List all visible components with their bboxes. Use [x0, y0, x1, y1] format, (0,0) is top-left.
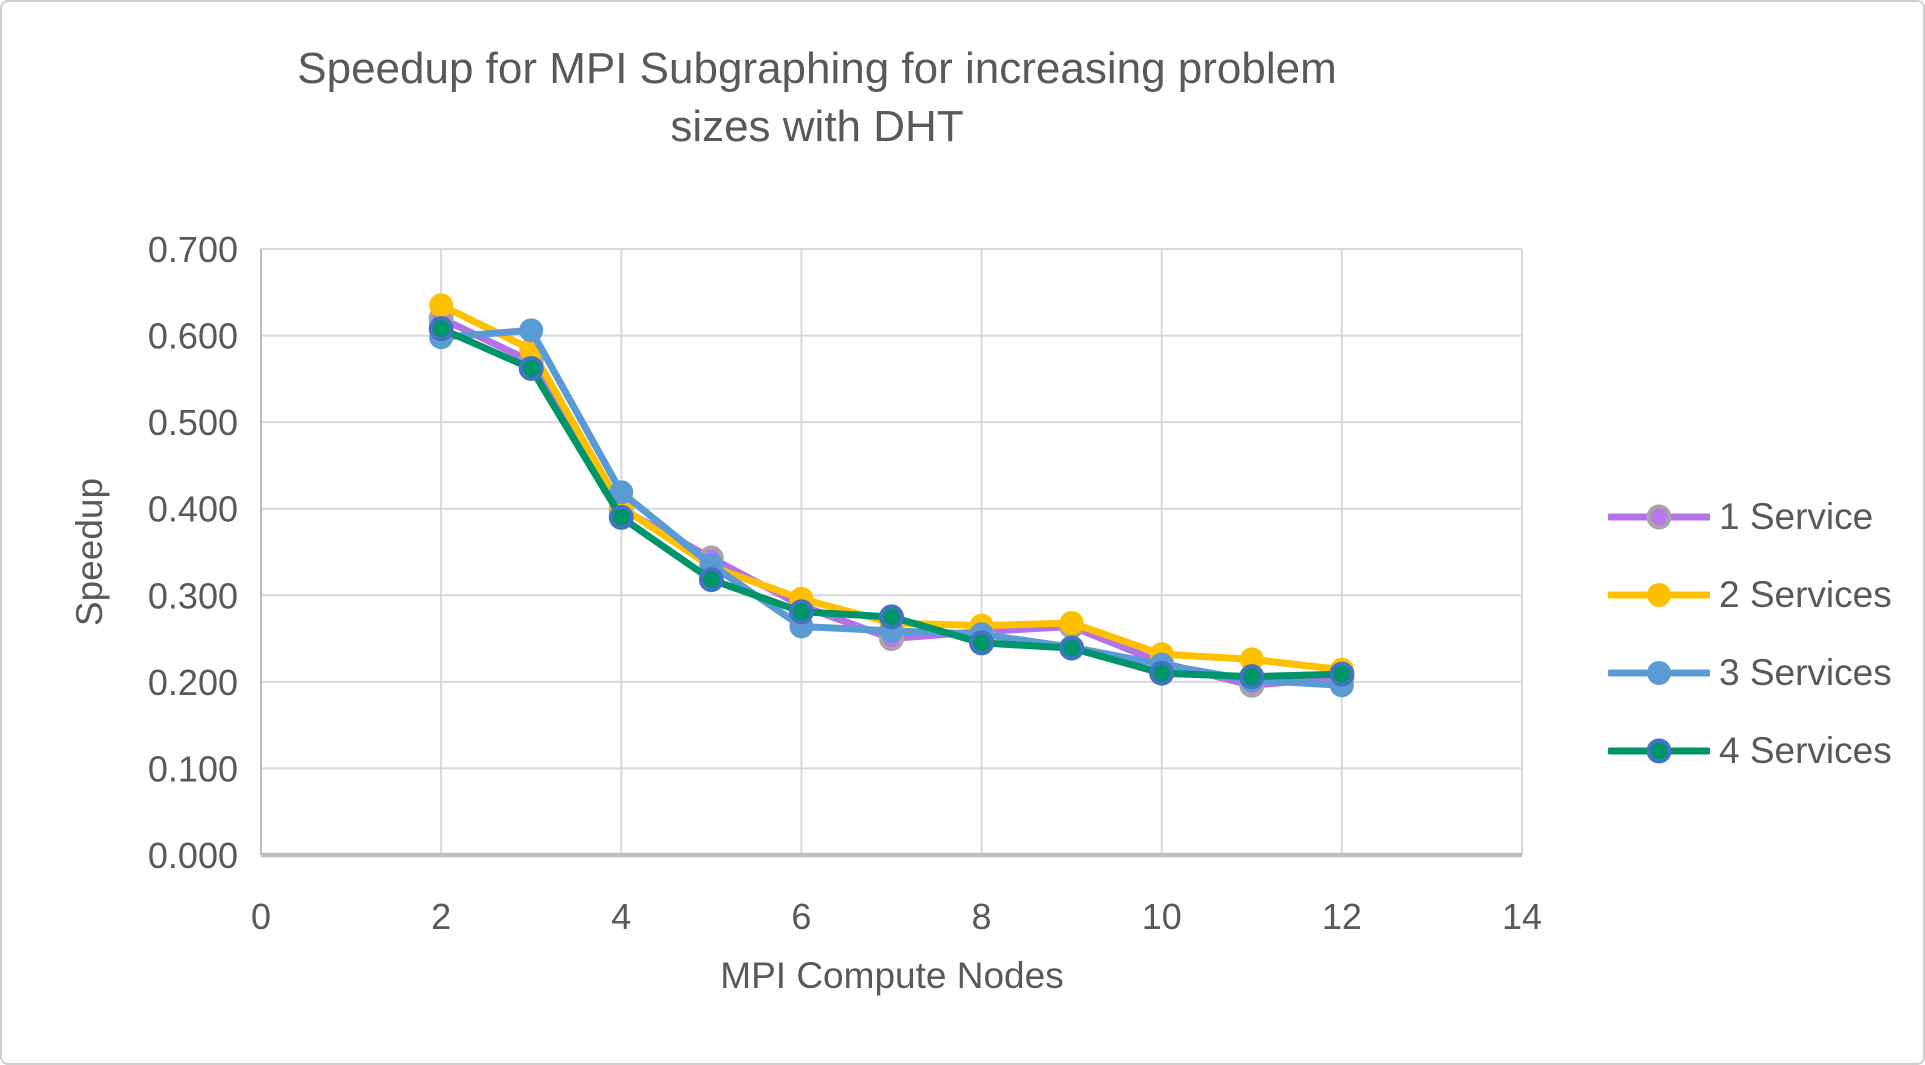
y-tick-label: 0.700	[148, 229, 238, 270]
x-tick-label: 10	[1142, 896, 1182, 937]
data-point-4-services	[879, 604, 904, 630]
legend: 1 Service 2 Services 3 Services 4 Services	[1608, 2, 1918, 1063]
data-point-4-services	[1149, 660, 1175, 686]
data-point-4-services	[518, 355, 544, 381]
data-point-4-services	[698, 567, 724, 593]
legend-label-1-service: 1 Service	[1719, 496, 1874, 537]
data-point-4-services	[969, 630, 995, 656]
legend-item-3-services: 3 Services	[1608, 651, 1892, 695]
legend-label-2-services: 2 Services	[1719, 574, 1892, 615]
x-tick-label: 14	[1502, 896, 1542, 937]
data-point-legend-3-services	[1647, 661, 1671, 685]
data-point-3-services	[519, 318, 544, 343]
data-point-4-services	[608, 504, 634, 530]
x-axis-title: MPI Compute Nodes	[720, 955, 1064, 996]
data-point-3-services	[609, 480, 634, 505]
data-point-4-services	[1239, 664, 1265, 690]
data-point-4-services	[428, 316, 454, 342]
data-point-2-services	[1239, 647, 1264, 672]
y-tick-label: 0.400	[148, 489, 238, 530]
x-tick-label: 4	[611, 896, 631, 937]
data-point-4-services	[788, 599, 814, 625]
y-tick-label: 0.500	[148, 402, 238, 443]
legend-key-3-services	[1608, 661, 1710, 685]
y-tick-label: 0.600	[148, 316, 238, 357]
x-tick-label: 12	[1322, 896, 1362, 937]
legend-label-3-services: 3 Services	[1719, 652, 1892, 693]
data-point-4-services	[1059, 635, 1085, 661]
x-tick-label: 6	[791, 896, 811, 937]
data-point-2-services	[429, 293, 454, 318]
legend-item-4-services: 4 Services	[1608, 729, 1892, 773]
legend-item-1-service: 1 Service	[1608, 495, 1873, 539]
chart-title-line1: Speedup for MPI Subgraphing for increasi…	[297, 44, 1337, 93]
y-tick-label: 0.200	[148, 662, 238, 703]
data-point-legend-4-services	[1646, 738, 1672, 764]
y-tick-label: 0.100	[148, 748, 238, 789]
series-4-services	[428, 316, 1355, 690]
y-tick-label: 0.300	[148, 575, 238, 616]
legend-key-1-service	[1608, 504, 1710, 530]
legend-key-2-services	[1608, 583, 1710, 607]
data-point-2-services	[1059, 610, 1084, 635]
data-point-legend-2-services	[1647, 583, 1671, 607]
chart-title: Speedup for MPI Subgraphing for increasi…	[232, 40, 1402, 156]
x-tick-label: 2	[431, 896, 451, 937]
data-point-4-services	[1329, 661, 1355, 687]
legend-item-2-services: 2 Services	[1608, 573, 1892, 617]
x-tick-label: 8	[972, 896, 992, 937]
x-tick-label: 0	[251, 896, 271, 937]
legend-label-4-services: 4 Services	[1719, 730, 1892, 771]
data-point-legend-1-service	[1646, 504, 1672, 530]
chart-title-line2: sizes with DHT	[670, 102, 964, 151]
y-tick-label: 0.000	[148, 835, 238, 876]
legend-key-4-services	[1608, 738, 1710, 764]
